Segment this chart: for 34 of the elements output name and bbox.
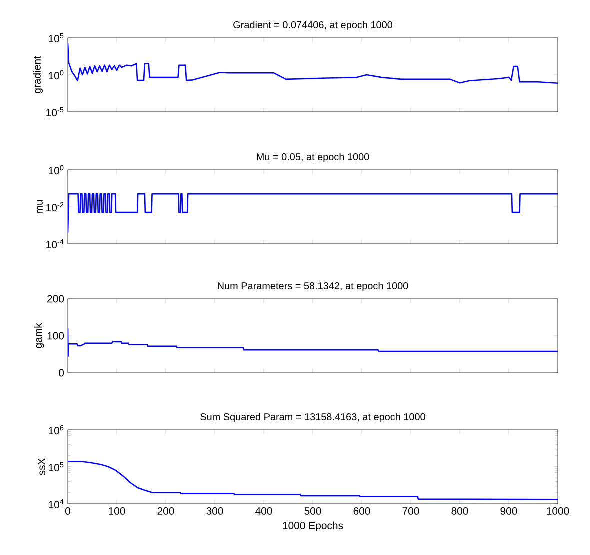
y-tick-label: 10$^{5}$	[49, 33, 64, 43]
chart-title: Gradient = 0.074406, at epoch 1000	[234, 21, 392, 30]
x-tick-label: 300	[206, 508, 224, 515]
y-axis-title: gamk	[34, 323, 44, 348]
y-tick-label: 10$^{5}$	[49, 462, 64, 472]
x-tick-label: 100	[109, 508, 126, 515]
y-tick-label: 100	[48, 332, 64, 340]
y-tick-label: 10$^{0}$	[49, 70, 64, 80]
y-tick-label: 10$^{-2}$	[46, 202, 64, 212]
chart-title: Sum Squared Param = 13158.4163, at epoch 1000	[200, 413, 426, 422]
x-tick-label: 1000	[547, 508, 570, 515]
y-tick-label: 10$^{0}$	[49, 165, 64, 175]
line-series	[68, 460, 558, 500]
x-axis-title: 1000 Epochs	[283, 522, 344, 532]
y-tick-label: 200	[48, 295, 64, 303]
y-tick-label: 10$^{-5}$	[46, 107, 64, 117]
x-tick-label: 700	[402, 508, 420, 515]
line-series	[68, 42, 558, 84]
y-tick-label: 10$^{4}$	[49, 499, 64, 509]
x-tick-label: 500	[304, 508, 322, 515]
y-tick-label: 0	[59, 369, 64, 377]
x-tick-label: 900	[500, 508, 518, 515]
x-tick-label: 0	[66, 508, 70, 515]
y-axis-title: gradient	[33, 56, 43, 94]
x-tick-label: 800	[452, 508, 468, 515]
y-tick-label: 10$^{-4}$	[46, 239, 64, 249]
x-tick-label: 400	[256, 508, 272, 515]
x-tick-label: 600	[354, 508, 370, 515]
chart-title: Mu = 0.05, at epoch 1000	[257, 153, 370, 162]
chart-title: Num Parameters = 58.1342, at epoch 1000	[218, 282, 408, 292]
y-axis-title: ssX	[38, 458, 46, 476]
y-tick-label: 10$^{6}$	[49, 425, 64, 435]
y-axis-title: mu	[37, 200, 43, 214]
x-tick-label: 200	[158, 508, 174, 515]
